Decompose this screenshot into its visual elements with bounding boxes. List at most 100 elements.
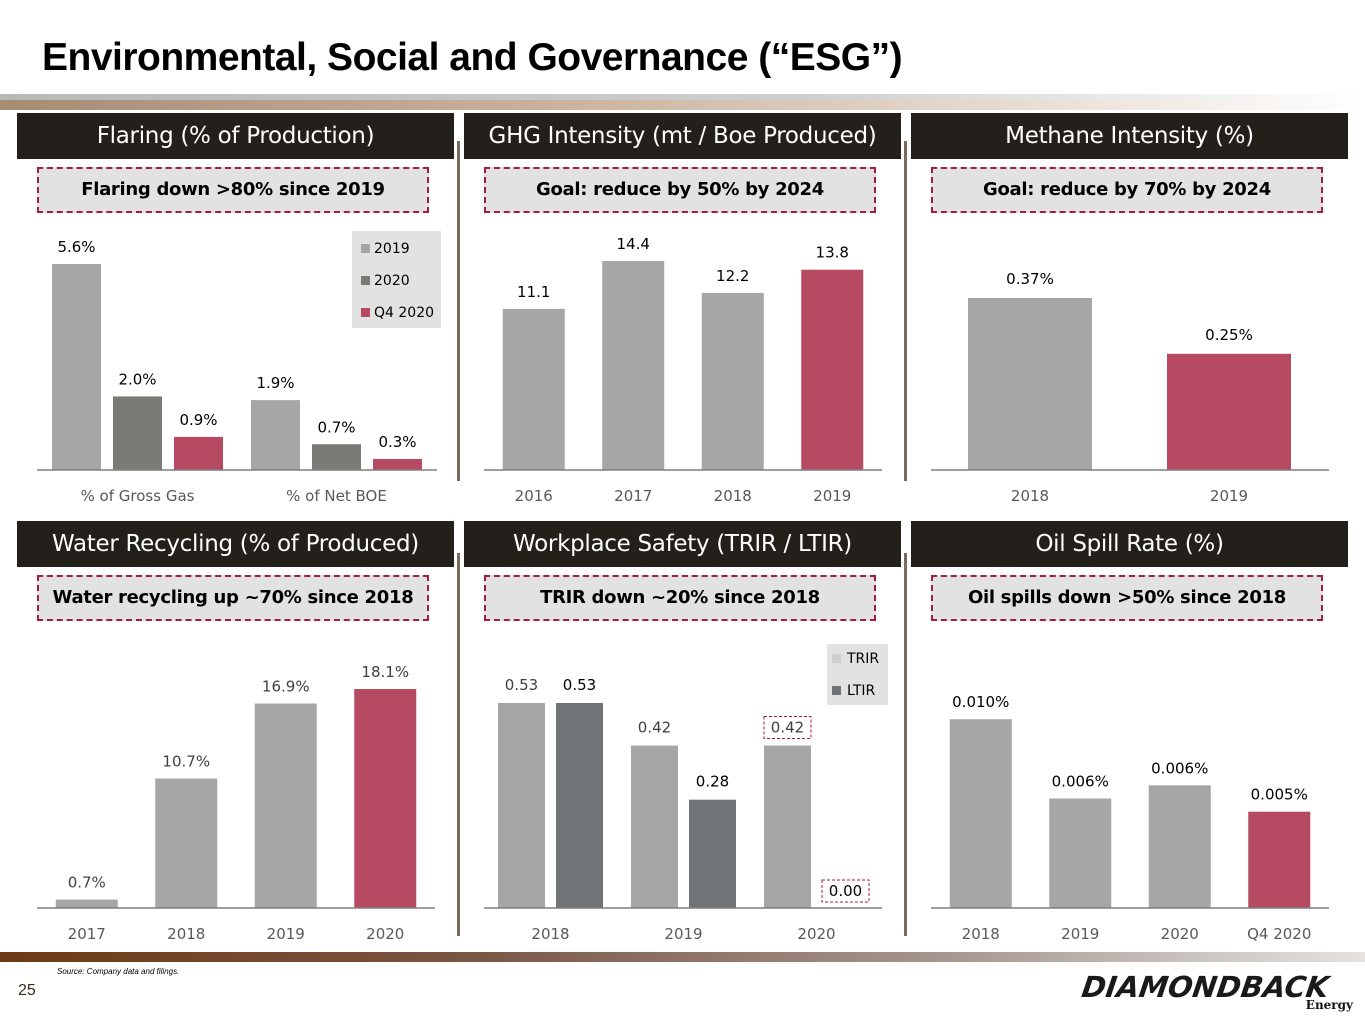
panel-flaring: Flaring (% of Production) Flaring down >… bbox=[17, 113, 454, 505]
data-label: 16.9% bbox=[262, 678, 310, 696]
bar bbox=[1248, 811, 1311, 908]
x-tick-label: 2019 bbox=[1210, 487, 1248, 505]
legend-swatch bbox=[832, 654, 841, 663]
legend-swatch bbox=[832, 686, 841, 695]
ghg-chart: 11.1 2016 14.4 2017 12.2 2018 13.8 2019 bbox=[484, 235, 882, 505]
legend-swatch bbox=[361, 276, 370, 285]
data-label: 0.3% bbox=[378, 433, 416, 451]
legend-swatch bbox=[361, 308, 370, 317]
panel-header: Water Recycling (% of Produced) bbox=[17, 521, 454, 567]
source-footnote: Source: Company data and filings. bbox=[57, 967, 180, 976]
legend-label: TRIR bbox=[846, 651, 879, 667]
bar bbox=[701, 292, 764, 470]
x-tick-label: 2019 bbox=[813, 487, 851, 505]
x-tick-label: 2018 bbox=[167, 925, 205, 943]
legend-label: 2019 bbox=[374, 241, 410, 257]
data-label: 0.28 bbox=[696, 773, 729, 791]
data-label: 1.9% bbox=[256, 374, 294, 392]
safety-chart: 0.53 0.53 2018 0.42 0.28 2019 0.42 0.00 2020 TRIR… bbox=[484, 644, 888, 943]
bar bbox=[354, 689, 417, 908]
bar bbox=[1049, 798, 1112, 908]
highlight-box bbox=[821, 879, 870, 903]
x-tick-label: 2017 bbox=[68, 925, 106, 943]
oil-spill-chart: 0.010% 2018 0.006% 2019 0.006% 2020 0.005% Q4 2… bbox=[931, 693, 1329, 943]
footer-divider bbox=[0, 952, 1365, 962]
x-tick-label: % of Gross Gas bbox=[81, 487, 195, 505]
data-label: 0.00 bbox=[829, 882, 862, 900]
panel-header: Workplace Safety (TRIR / LTIR) bbox=[464, 521, 901, 567]
data-label: 18.1% bbox=[361, 663, 409, 681]
x-tick-label: 2016 bbox=[515, 487, 553, 505]
x-tick-label: 2020 bbox=[366, 925, 404, 943]
data-label: 5.6% bbox=[57, 238, 95, 256]
data-label: 0.42 bbox=[638, 719, 671, 737]
data-label: 0.7% bbox=[317, 418, 355, 436]
panel-divider bbox=[904, 141, 907, 481]
data-label: 2.0% bbox=[118, 370, 156, 388]
data-label: 14.4 bbox=[617, 235, 650, 253]
bar bbox=[498, 703, 545, 908]
bar bbox=[312, 444, 361, 470]
x-tick-label: Q4 2020 bbox=[1247, 925, 1311, 943]
page-title: Environmental, Social and Governance (“E… bbox=[42, 36, 903, 79]
data-label: 0.006% bbox=[1151, 759, 1208, 777]
bar bbox=[689, 799, 736, 908]
bar bbox=[631, 745, 678, 908]
data-label: 0.9% bbox=[179, 411, 217, 429]
data-label: 0.005% bbox=[1251, 786, 1308, 804]
callout-box: Goal: reduce by 70% by 2024 bbox=[931, 167, 1323, 213]
x-tick-label: 2018 bbox=[1011, 487, 1049, 505]
bar bbox=[113, 396, 162, 470]
legend-swatch bbox=[361, 244, 370, 253]
data-label: 0.37% bbox=[1006, 270, 1054, 288]
panel-divider bbox=[904, 553, 907, 936]
panel-header: Methane Intensity (%) bbox=[911, 113, 1348, 159]
panel-header: GHG Intensity (mt / Boe Produced) bbox=[464, 113, 901, 159]
bar bbox=[602, 261, 665, 470]
x-tick-label: % of Net BOE bbox=[286, 487, 387, 505]
panel-header: Flaring (% of Production) bbox=[17, 113, 454, 159]
data-label: 11.1 bbox=[517, 283, 550, 301]
bar bbox=[251, 400, 300, 470]
data-label: 0.53 bbox=[563, 676, 596, 694]
x-tick-label: 2018 bbox=[714, 487, 752, 505]
panel-water: Water Recycling (% of Produced) Water re… bbox=[17, 521, 454, 943]
bar bbox=[254, 703, 317, 908]
page-number: 25 bbox=[18, 982, 36, 999]
data-label: 0.010% bbox=[952, 693, 1009, 711]
water-chart: 0.7% 2017 10.7% 2018 16.9% 2019 18.1% 2020 bbox=[37, 663, 435, 943]
panel-safety: Workplace Safety (TRIR / LTIR) TRIR down… bbox=[464, 521, 901, 943]
data-label: 0.42 bbox=[771, 719, 804, 737]
x-tick-label: 2017 bbox=[614, 487, 652, 505]
bar bbox=[155, 778, 218, 908]
logo-subtitle: Energy bbox=[1305, 998, 1353, 1012]
bar bbox=[373, 458, 422, 470]
data-label: 0.53 bbox=[505, 676, 538, 694]
callout-box: Oil spills down >50% since 2018 bbox=[931, 575, 1323, 621]
bar bbox=[55, 899, 118, 908]
bar bbox=[174, 436, 223, 470]
panel-methane: Methane Intensity (%) Goal: reduce by 70… bbox=[911, 113, 1348, 505]
bar bbox=[1148, 785, 1211, 908]
legend-label: LTIR bbox=[847, 683, 876, 699]
panel-divider bbox=[457, 553, 460, 936]
data-label: 0.25% bbox=[1205, 326, 1253, 344]
company-logo: DIAMONDBACK Energy bbox=[1080, 970, 1357, 1016]
bar bbox=[52, 264, 101, 470]
data-label: 10.7% bbox=[162, 753, 210, 771]
bar bbox=[1167, 353, 1291, 470]
callout-box: TRIR down ~20% since 2018 bbox=[484, 575, 876, 621]
x-tick-label: 2020 bbox=[1161, 925, 1199, 943]
bar bbox=[556, 703, 603, 908]
x-tick-label: 2018 bbox=[531, 925, 569, 943]
data-label: 12.2 bbox=[716, 267, 749, 285]
data-label: 13.8 bbox=[816, 244, 849, 262]
data-label: 0.006% bbox=[1052, 772, 1109, 790]
panel-oil-spill: Oil Spill Rate (%) Oil spills down >50% … bbox=[911, 521, 1348, 943]
callout-box: Goal: reduce by 50% by 2024 bbox=[484, 167, 876, 213]
bar bbox=[801, 269, 864, 470]
x-tick-label: 2019 bbox=[664, 925, 702, 943]
x-tick-label: 2020 bbox=[797, 925, 835, 943]
bar bbox=[764, 745, 811, 908]
legend-label: Q4 2020 bbox=[374, 305, 434, 321]
